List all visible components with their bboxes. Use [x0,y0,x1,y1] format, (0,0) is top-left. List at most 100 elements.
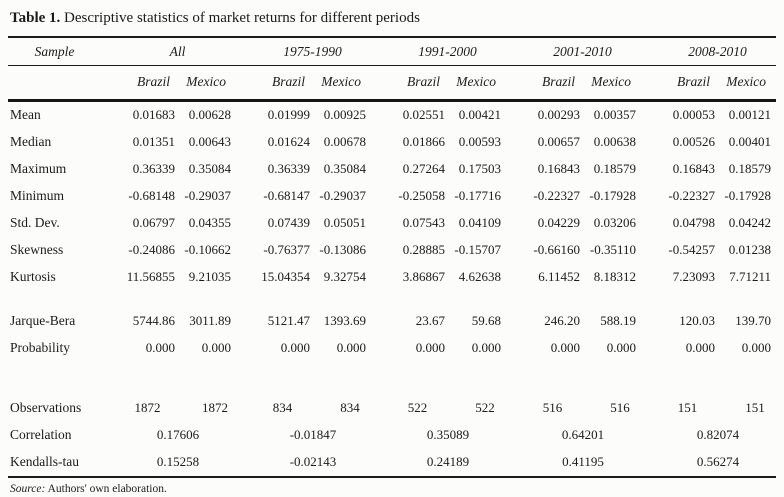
value-cell: 0.04229 [537,215,580,230]
table-number: Table 1. [10,10,61,26]
period-header-1975-1990: 1975-1990 [236,38,371,66]
value-cell: 588.19 [600,313,636,328]
value-cell-pair: 0.35089 [426,427,470,442]
value-cell: 0.000 [606,340,636,355]
value-cell: 7.71211 [729,269,771,284]
country-header-mexico: Mexico [720,65,776,102]
value-cell: 139.70 [735,313,771,328]
value-cell: 0.03206 [593,215,636,230]
country-header-brazil: Brazil [101,65,180,102]
value-cell: -0.17928 [724,188,771,203]
value-cell: 9.21035 [188,269,231,284]
table-row-jarque-bera: Jarque-Bera 5744.86 3011.89 5121.47 1393… [8,291,776,335]
value-cell: 1393.69 [323,313,366,328]
value-cell: 0.16843 [537,161,580,176]
source-label: Source: [10,483,46,495]
period-header-2008-2010: 2008-2010 [641,38,776,66]
table-row-observations: Observations 1872 1872 834 834 522 522 5… [8,362,776,422]
value-cell: 6.11452 [538,269,580,284]
value-cell: -0.66160 [533,242,580,257]
value-cell: 3.86867 [402,269,445,284]
value-cell-pair: 0.82074 [696,427,740,442]
value-cell: 0.00293 [537,107,580,122]
value-cell: 120.03 [679,313,715,328]
value-cell: 0.00121 [728,107,771,122]
table-row-median: Median 0.01351 0.00643 0.01624 0.00678 0… [8,129,776,156]
value-cell: -0.76377 [263,242,310,257]
value-cell: 4.62638 [458,269,501,284]
row-label: Observations [10,400,82,415]
value-cell: 0.36339 [132,161,175,176]
row-label: Kendalls-tau [8,449,101,478]
value-cell: 0.35084 [323,161,366,176]
value-cell: 0.01683 [132,107,175,122]
table-title: Table 1. Descriptive statistics of marke… [8,7,776,38]
value-cell-pair: 0.56274 [641,449,776,478]
country-header-mexico: Mexico [180,65,236,102]
value-cell: 0.00657 [537,134,580,149]
value-cell: -0.29037 [319,188,366,203]
row-label: Mean [10,107,41,122]
value-cell: 516 [542,400,563,415]
value-cell: 246.20 [544,313,580,328]
value-cell: 0.000 [145,340,175,355]
table-row-probability: Probability 0.000 0.000 0.000 0.000 0.00… [8,335,776,362]
value-cell: 516 [610,400,630,415]
value-cell: 0.28885 [402,242,445,257]
value-cell: 0.000 [336,340,366,355]
value-cell: -0.54257 [668,242,715,257]
value-cell: 0.01624 [267,134,310,149]
country-header-brazil: Brazil [641,65,720,102]
value-cell: -0.15707 [454,242,501,257]
table-row-kurtosis: Kurtosis 11.56855 9.21035 15.04354 9.327… [8,264,776,291]
country-header-mexico: Mexico [450,65,506,102]
country-header-brazil: Brazil [371,65,450,102]
table-row-mean: Mean 0.01683 0.00628 0.01999 0.00925 0.0… [8,101,776,130]
value-cell: 0.00593 [458,134,501,149]
value-cell-pair: 0.24189 [371,449,506,478]
value-cell: 9.32754 [323,269,366,284]
value-cell: 5744.86 [132,313,175,328]
value-cell: 0.04798 [672,215,715,230]
value-cell: 59.68 [471,313,501,328]
row-label: Probability [10,340,70,355]
value-cell: 0.00357 [593,107,636,122]
value-cell: 0.00401 [728,134,771,149]
value-cell: 5121.47 [267,313,310,328]
value-cell: 0.01351 [132,134,175,149]
country-header-mexico: Mexico [585,65,641,102]
value-cell-pair: -0.02143 [236,449,371,478]
country-header-brazil: Brazil [506,65,585,102]
value-cell: 834 [272,400,293,415]
value-cell: -0.17716 [454,188,501,203]
period-header-all: All [101,38,236,66]
value-cell: 522 [475,400,495,415]
value-cell: -0.68148 [128,188,175,203]
value-cell: 522 [407,400,428,415]
value-cell: 0.18579 [593,161,636,176]
table-row-skewness: Skewness -0.24086 -0.10662 -0.76377 -0.1… [8,237,776,264]
value-cell: 3011.89 [189,313,231,328]
value-cell: -0.35110 [589,242,636,257]
value-cell: 0.00643 [188,134,231,149]
value-cell: 0.07543 [402,215,445,230]
table-row-std-dev: Std. Dev. 0.06797 0.04355 0.07439 0.0505… [8,210,776,237]
value-cell: 0.00628 [188,107,231,122]
value-cell: -0.29037 [184,188,231,203]
value-cell-pair: 0.64201 [561,427,605,442]
table-row-kendalls-tau: Kendalls-tau 0.15258 -0.02143 0.24189 0.… [8,449,776,478]
country-header-mexico: Mexico [315,65,371,102]
period-header-1991-2000: 1991-2000 [371,38,506,66]
value-cell: 0.000 [741,340,771,355]
period-header-2001-2010: 2001-2010 [506,38,641,66]
value-cell: 0.04242 [728,215,771,230]
value-cell: 0.36339 [267,161,310,176]
value-cell: 1872 [134,400,161,415]
country-header-brazil: Brazil [236,65,315,102]
row-label: Correlation [10,427,72,442]
value-cell: 0.00421 [458,107,501,122]
value-cell: -0.10662 [184,242,231,257]
value-cell: 0.00638 [593,134,636,149]
value-cell: -0.17928 [589,188,636,203]
